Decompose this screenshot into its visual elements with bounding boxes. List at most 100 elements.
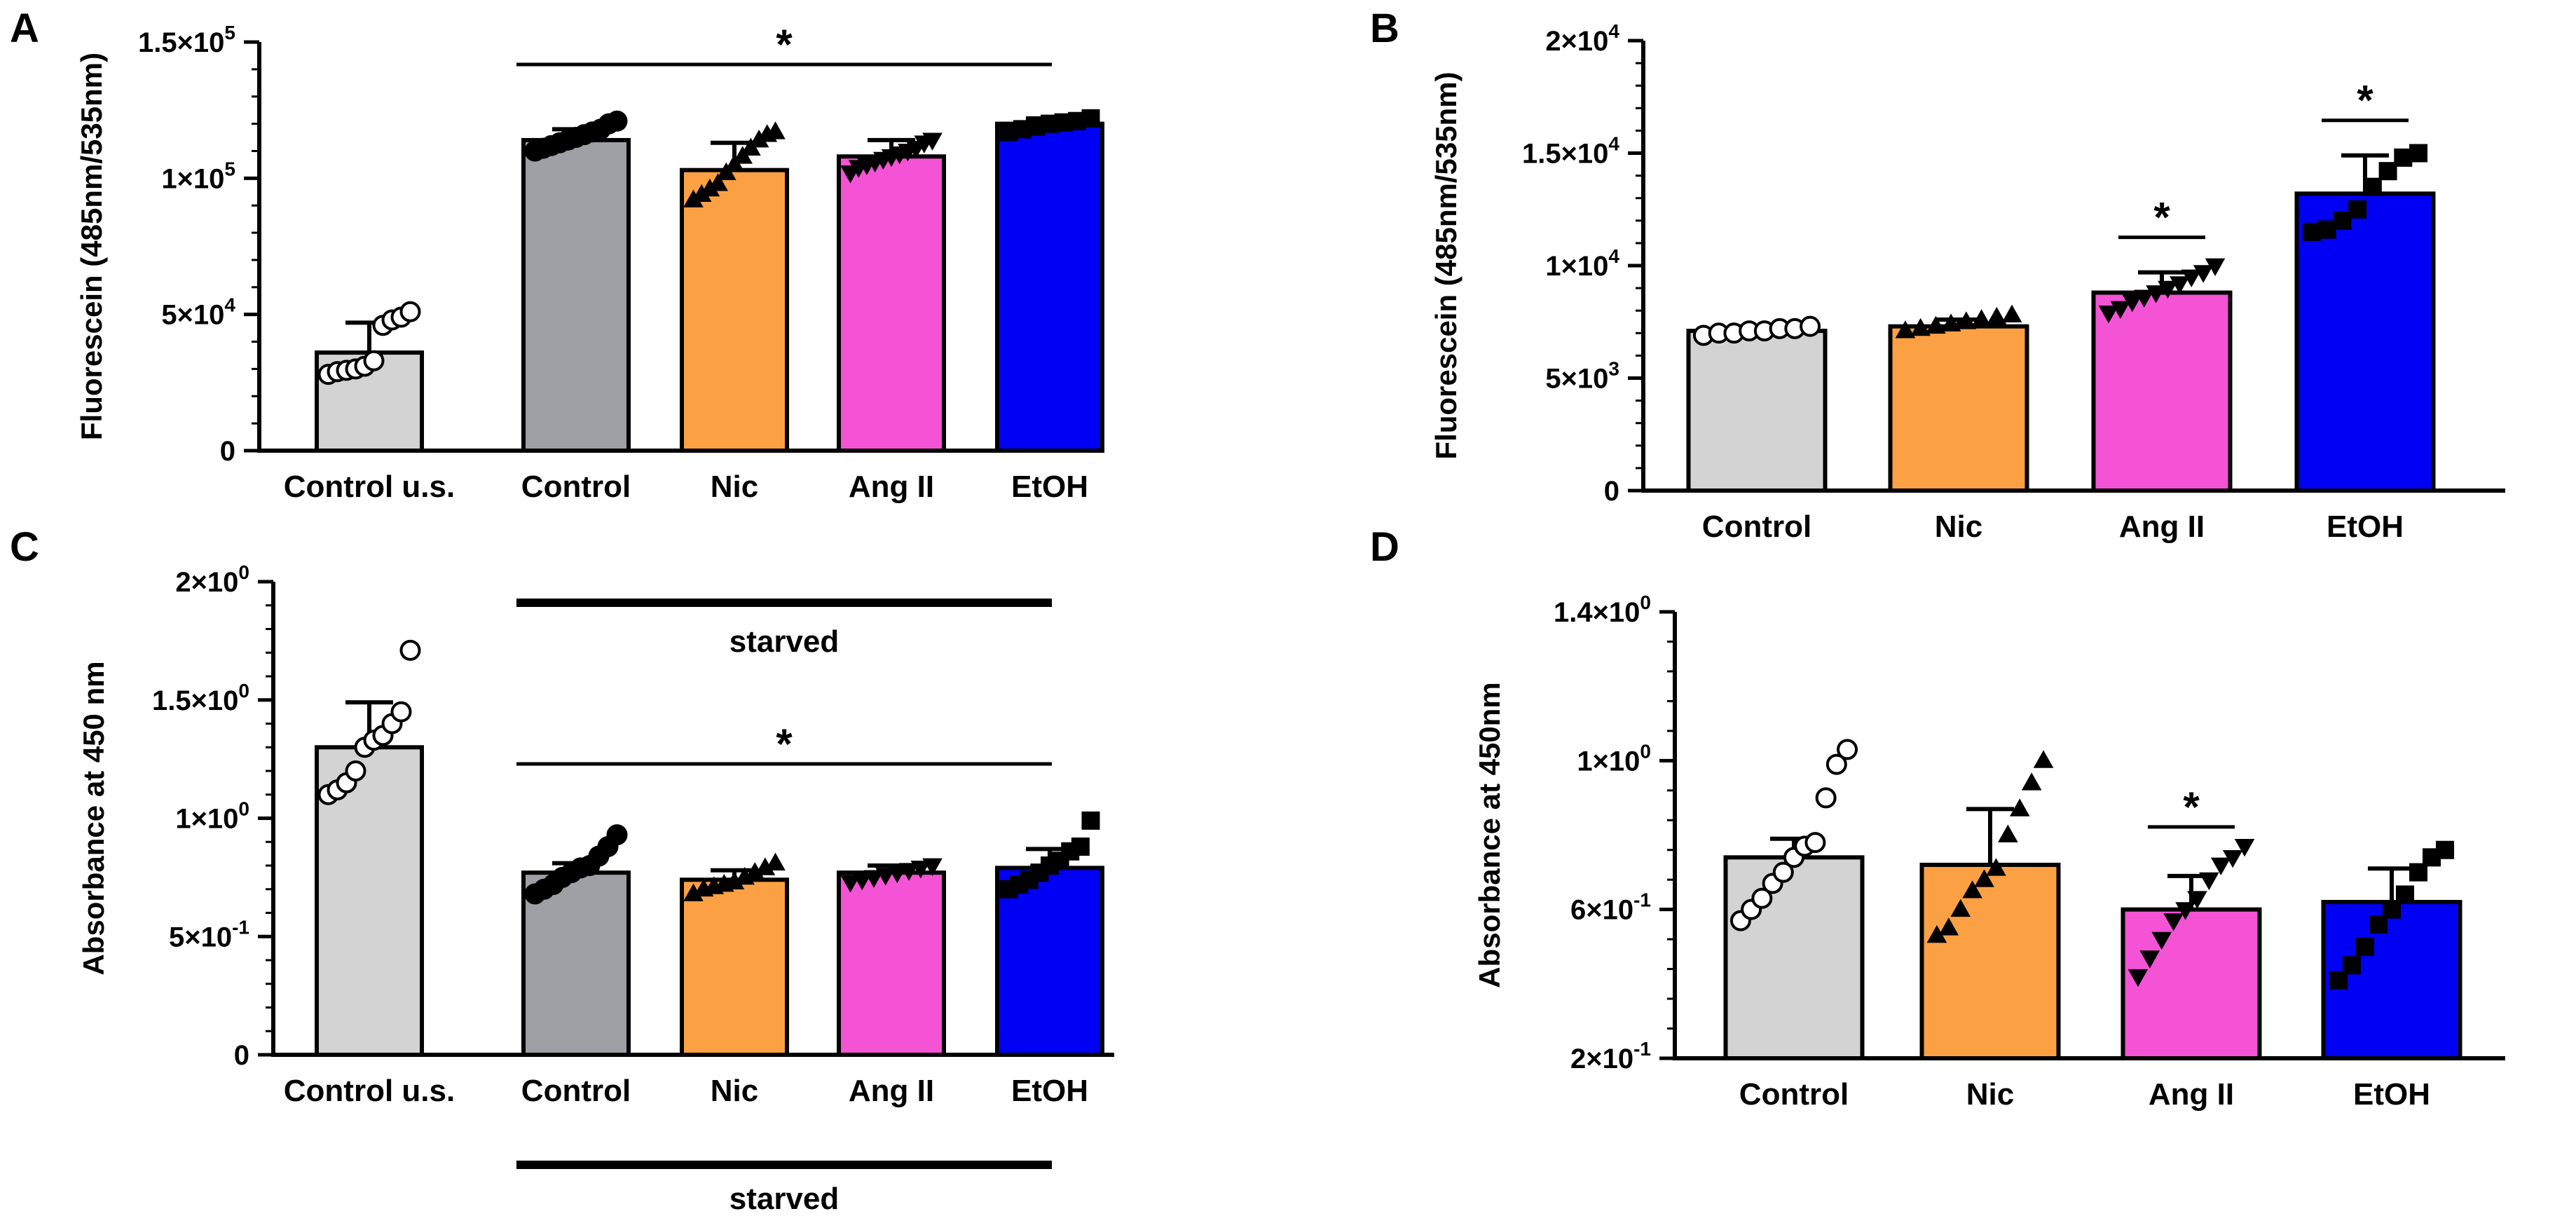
y-tick-label: 1×105 (161, 158, 235, 194)
data-point-ang-ii (910, 860, 931, 879)
data-point-nic (734, 866, 755, 885)
bar-nic (680, 168, 789, 453)
data-point-nic (1940, 313, 1961, 332)
y-tick-label: 1×104 (1545, 245, 1619, 282)
y-axis-title: Fluorescein (485nm/535nm) (75, 53, 108, 440)
data-point-nic (708, 173, 728, 191)
data-point-control (1772, 861, 1794, 883)
x-tick-label-ang-ii: Ang II (2119, 510, 2205, 544)
data-point-etoh (1071, 838, 1090, 856)
data-point-nic (1938, 917, 1959, 936)
x-tick-label-control: Control (1739, 1077, 1849, 1112)
data-point-etoh (2394, 148, 2413, 167)
x-tick-label-control-u-s: Control u.s. (284, 1074, 455, 1108)
bar-control (1686, 329, 1828, 493)
data-point-control (1825, 753, 1847, 775)
group-label-starved: starved (729, 624, 840, 659)
data-point-ang-ii (887, 865, 907, 884)
data-point-control-u-s (345, 760, 366, 781)
data-point-etoh (2302, 222, 2321, 241)
data-point-ang-ii (2098, 306, 2119, 324)
y-tick-label: 1.5×100 (152, 680, 249, 716)
data-point-control-u-s (363, 350, 385, 371)
bar-control (1723, 855, 1865, 1060)
y-axis-title: Absorbance at 450nm (1473, 682, 1506, 988)
chart-panel-c: Control u.s. Control Nic Ang II EtOH05×10-11… (77, 561, 1114, 1216)
data-point-control (1815, 787, 1837, 809)
x-tick-label-control: Control (1702, 510, 1811, 544)
data-point-ang-ii (875, 868, 896, 886)
data-point-etoh (2348, 200, 2367, 219)
data-point-ang-ii (2158, 280, 2178, 299)
y-tick-label: 1×100 (175, 798, 249, 835)
data-point-etoh (2363, 177, 2382, 196)
data-point-ang-ii (2181, 269, 2202, 287)
y-tick-label: 1.5×104 (1522, 133, 1619, 170)
data-point-nic (1950, 898, 1971, 917)
data-point-nic (1986, 858, 2006, 876)
x-tick-label-etoh: EtOH (2327, 510, 2404, 544)
y-tick-label: 0 (234, 1040, 249, 1071)
data-point-ang-ii (2187, 891, 2207, 909)
data-point-nic (2033, 750, 2054, 768)
panel-letter-b: B (1370, 6, 1399, 51)
data-point-etoh (1081, 811, 1100, 830)
panel-letter-c: C (10, 524, 39, 570)
data-point-nic (1895, 320, 1916, 339)
bar-etoh (995, 866, 1104, 1057)
significance-star: * (2357, 77, 2373, 124)
data-point-control (1800, 315, 1821, 337)
data-point-ang-ii (2134, 289, 2154, 308)
y-tick-label: 5×104 (161, 294, 235, 331)
data-point-nic (1998, 824, 2018, 842)
data-point-ang-ii (2110, 301, 2131, 319)
data-point-control-u-s (399, 301, 421, 322)
data-point-nic (748, 129, 769, 148)
bar-nic (1888, 324, 2029, 493)
data-point-etoh (2342, 956, 2361, 975)
group-label-starved: starved (729, 1182, 840, 1216)
data-point-ang-ii (898, 863, 919, 881)
chart-panel-d: Control Nic Ang II EtOH2×10-16×10-11×1001.4… (1473, 592, 2505, 1112)
data-point-ang-ii (2193, 265, 2214, 283)
y-axis-title: Absorbance at 450 nm (77, 661, 110, 975)
data-point-etoh (2436, 840, 2455, 859)
y-tick-label: 0 (1604, 476, 1619, 507)
data-point-control (1804, 832, 1826, 854)
data-point-nic (1974, 869, 1994, 887)
x-tick-label-control-u-s: Control u.s. (284, 470, 455, 504)
bar-control (521, 137, 631, 453)
chart-panel-a: Control u.s. Control Nic Ang II EtOH 0 5×104 1×… (75, 21, 1104, 659)
data-point-nic (683, 189, 704, 207)
bar-etoh (995, 121, 1104, 453)
data-point-etoh (2396, 885, 2415, 904)
data-point-ang-ii (863, 870, 884, 888)
data-point-ang-ii (840, 875, 861, 893)
data-point-nic (683, 883, 704, 901)
data-point-control (1751, 887, 1773, 909)
bar-ang-ii (2091, 290, 2233, 493)
data-point-etoh (2355, 937, 2374, 956)
data-point-etoh (2409, 144, 2428, 163)
data-point-ang-ii (922, 858, 943, 876)
data-point-ang-ii (851, 872, 872, 891)
significance-star: * (776, 21, 793, 68)
data-point-nic (765, 852, 786, 871)
data-point-ang-ii (2122, 294, 2143, 313)
data-point-ang-ii (2205, 258, 2226, 276)
data-point-control-u-s (390, 701, 412, 723)
y-tick-label: 1×100 (1577, 740, 1651, 777)
bar-etoh (2294, 191, 2436, 493)
bar-nic (680, 877, 789, 1057)
data-point-ang-ii (2210, 857, 2231, 875)
data-point-etoh (2317, 220, 2336, 239)
x-tick-label-ang-ii: Ang II (849, 1074, 934, 1108)
data-point-nic (2021, 772, 2042, 791)
data-point-nic (765, 121, 786, 139)
y-axis-title: Fluorescein (485nm/535nm) (1430, 71, 1462, 459)
x-tick-label-control: Control (521, 1074, 631, 1108)
data-point-nic (2001, 304, 2022, 323)
data-point-etoh (2378, 162, 2397, 181)
y-tick-label: 5×103 (1545, 358, 1619, 395)
